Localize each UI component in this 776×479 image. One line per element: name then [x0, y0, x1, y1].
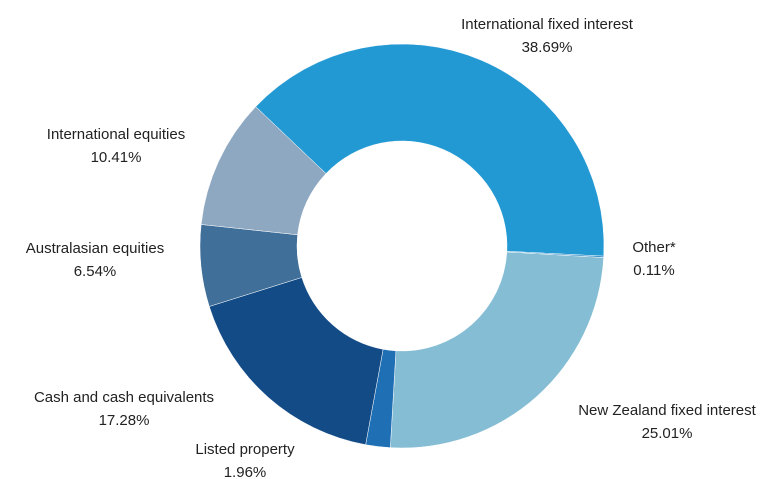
slice-label: New Zealand fixed interest [578, 402, 756, 419]
slice-value-label: 6.54% [74, 263, 117, 280]
slice-label: International equities [47, 126, 185, 143]
slice-label: Listed property [195, 441, 295, 458]
slice [200, 106, 327, 236]
slice-label: Cash and cash equivalents [34, 389, 214, 406]
slice-label: Other* [632, 239, 676, 256]
slice-label: Australasian equities [26, 240, 164, 257]
slice [390, 251, 604, 449]
slice-value-label: 1.96% [224, 464, 267, 479]
slice-value-label: 25.01% [642, 425, 693, 442]
slice-value-label: 0.11% [633, 262, 674, 279]
slice [208, 277, 384, 445]
slice-value-label: 17.28% [99, 412, 150, 429]
slice-value-label: 38.69% [522, 39, 573, 56]
slice [255, 43, 605, 257]
slice-value-label: 10.41% [91, 149, 142, 166]
slice-label: International fixed interest [461, 16, 634, 33]
